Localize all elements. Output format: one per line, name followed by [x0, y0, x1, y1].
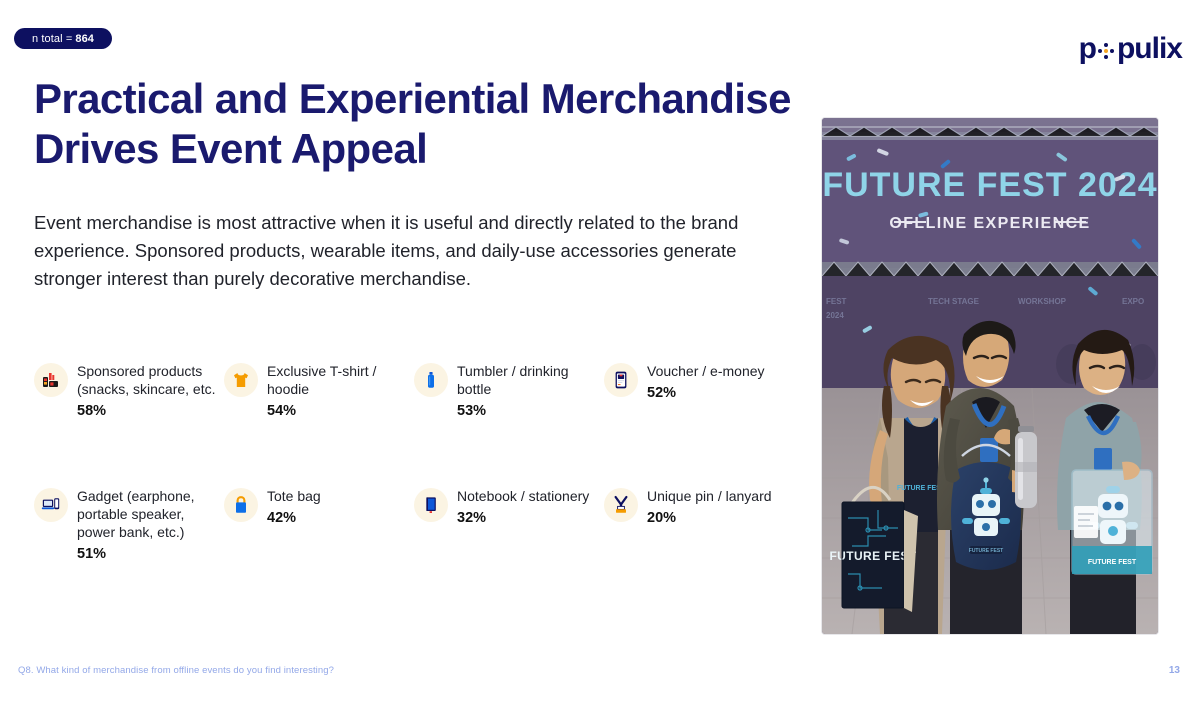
stat-label: Tote bag — [267, 488, 321, 504]
stat-item-voucher: Voucher / e-money 52% — [604, 362, 794, 487]
logo-text-after: pulix — [1116, 32, 1183, 65]
tote-bag-text: FUTURE FEST — [829, 549, 916, 563]
source-question: Q8. What kind of merchandise from offlin… — [18, 665, 335, 676]
stat-label: Exclusive T-shirt / hoodie — [267, 363, 377, 397]
stat-label: Tumbler / drinking bottle — [457, 363, 569, 397]
stat-text: Notebook / stationery 32% — [457, 487, 589, 526]
stat-item-tumbler: Tumbler / drinking bottle 53% — [414, 362, 604, 487]
merchandise-stat-grid: Sponsored products (snacks, skincare, et… — [34, 362, 794, 562]
cosmetics-icon — [34, 363, 68, 397]
lanyard-icon — [604, 488, 638, 522]
person-left: FUTURE FEST FUTURE FEST — [829, 335, 955, 634]
page-title: Practical and Experiential Merchandise D… — [34, 75, 791, 172]
slide-body-text: Event merchandise is most attractive whe… — [34, 212, 739, 290]
stat-item-tote-bag: Tote bag 42% — [224, 487, 414, 562]
bottle-icon — [414, 363, 448, 397]
stat-value: 58% — [77, 403, 107, 419]
stat-item-lanyard: Unique pin / lanyard 20% — [604, 487, 794, 562]
svg-text:FUTURE FEST: FUTURE FEST — [969, 548, 1003, 554]
stat-value: 32% — [457, 510, 487, 526]
stat-item-notebook: Notebook / stationery 32% — [414, 487, 604, 562]
laptop-gadget-icon — [34, 488, 68, 522]
stat-text: Unique pin / lanyard 20% — [647, 487, 772, 526]
stat-item-tshirt: Exclusive T-shirt / hoodie 54% — [224, 362, 414, 487]
event-photo-illustration: FUTURE FEST 2024 OFLLINE EXPERIENCE FEST… — [822, 118, 1158, 634]
logo-dot-o-icon — [1097, 42, 1115, 60]
banner-title: FUTURE FEST 2024 — [822, 166, 1157, 204]
bottle-prop — [1015, 426, 1037, 508]
svg-text:2024: 2024 — [826, 311, 844, 320]
n-total-badge: n total = 864 — [14, 28, 113, 49]
phone-voucher-icon — [604, 363, 638, 397]
stat-label: Notebook / stationery — [457, 488, 590, 504]
svg-text:FEST: FEST — [826, 297, 847, 306]
populix-logo: p pulix — [1078, 32, 1183, 66]
svg-text:WORKSHOP: WORKSHOP — [1018, 297, 1067, 306]
tshirt-icon — [224, 363, 258, 397]
tote-bag-prop: FUTURE FEST — [829, 486, 918, 612]
n-total-prefix: n total = — [32, 32, 73, 45]
robot-mascot — [962, 477, 1010, 536]
drawstring-bag-prop: FUTURE FEST — [951, 443, 1021, 570]
robot-gift-box-prop: FUTURE FEST — [1071, 469, 1153, 575]
n-total-value: 864 — [75, 32, 95, 45]
page-number: 13 — [1168, 665, 1180, 676]
stat-value: 53% — [457, 403, 487, 419]
svg-text:FUTURE FEST: FUTURE FEST — [897, 485, 946, 492]
stat-text: Voucher / e-money 52% — [647, 362, 765, 401]
stat-value: 54% — [267, 403, 297, 419]
stat-item-sponsored-products: Sponsored products (snacks, skincare, et… — [34, 362, 224, 487]
svg-text:FUTURE FEST: FUTURE FEST — [1088, 559, 1137, 566]
robot-toy — [1088, 486, 1138, 544]
stat-label: Sponsored products (snacks, skincare, et… — [77, 363, 216, 397]
svg-text:EXPO: EXPO — [1122, 297, 1144, 306]
stat-value: 42% — [267, 510, 297, 526]
stat-value: 52% — [647, 385, 677, 401]
notebook-icon — [414, 488, 448, 522]
logo-text-before: p — [1078, 32, 1097, 65]
stat-text: Tote bag 42% — [267, 487, 321, 526]
stat-text: Tumbler / drinking bottle 53% — [457, 362, 604, 419]
stat-text: Exclusive T-shirt / hoodie 54% — [267, 362, 414, 419]
person-right: FUTURE FEST — [1057, 329, 1153, 634]
svg-text:TECH STAGE: TECH STAGE — [928, 297, 980, 306]
tote-bag-icon — [224, 488, 258, 522]
banner-subtitle: OFLLINE EXPERIENCE — [889, 215, 1090, 232]
stat-value: 20% — [647, 510, 677, 526]
person-center: FUTURE FEST — [937, 320, 1037, 634]
stat-text: Gadget (earphone, portable speaker, powe… — [77, 487, 224, 562]
event-photo: FUTURE FEST 2024 OFLLINE EXPERIENCE FEST… — [822, 118, 1158, 634]
stat-label: Voucher / e-money — [647, 363, 765, 379]
stat-item-gadget: Gadget (earphone, portable speaker, powe… — [34, 487, 224, 562]
stat-label: Gadget (earphone, portable speaker, powe… — [77, 488, 195, 540]
stat-label: Unique pin / lanyard — [647, 488, 772, 504]
stat-text: Sponsored products (snacks, skincare, et… — [77, 362, 224, 419]
stat-value: 51% — [77, 546, 107, 562]
